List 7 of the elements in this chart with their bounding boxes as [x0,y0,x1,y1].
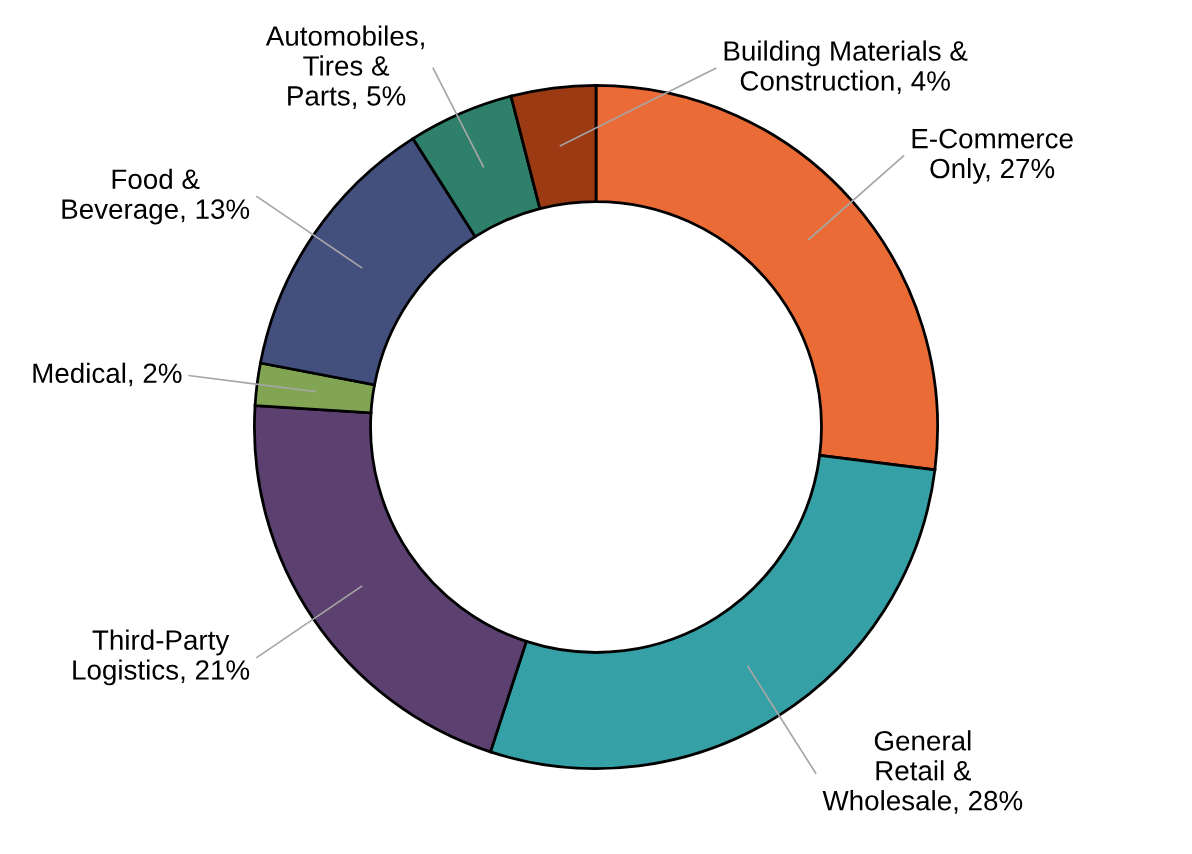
slice-label: Building Materials & Construction, 4% [724,40,968,95]
slice-label: Third-Party Logistics, 21% [73,629,250,686]
slice-label: General Retail & Wholesale, 28% [822,730,1023,814]
slice-label: Medical, 2% [33,362,182,387]
slice-label: Automobiles, Tires & Parts, 5% [265,25,424,109]
slice-label: E-Commerce Only, 27% [912,128,1073,184]
slice-label: Food & Beverage, 13% [62,168,250,225]
